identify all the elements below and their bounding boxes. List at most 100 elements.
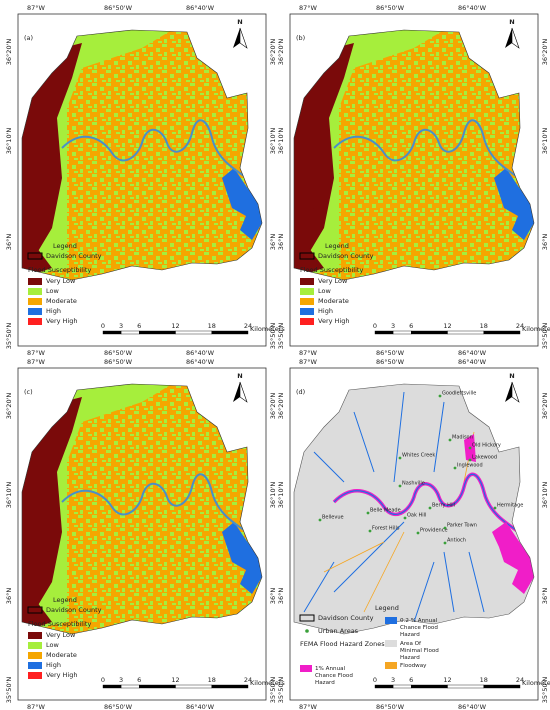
legend-label: Very Low: [46, 277, 76, 285]
latitude-label: 35°50'N: [277, 677, 285, 704]
legend-title: Legend: [53, 242, 77, 250]
scale-tick-label: 6: [137, 322, 141, 330]
latitude-label: 36°20'N: [269, 39, 277, 66]
scale-tick-label: 12: [443, 676, 451, 684]
scale-tick-label: 6: [409, 322, 413, 330]
scale-segment: [411, 684, 448, 689]
legend-swatch: [299, 614, 315, 622]
place-label: Providence: [420, 528, 448, 534]
place-label: Belle Meade: [370, 508, 401, 514]
scale-tick-label: 3: [119, 322, 123, 330]
map-panel: (b) 87°W 87°W 86°50'W 86°50'W 86°40'W 86°40'W 3…: [277, 4, 550, 357]
latitude-label: 36°10'N: [5, 128, 13, 155]
legend-swatch: [28, 318, 42, 325]
urban-marker: [366, 511, 370, 515]
scale-tick-label: 24: [516, 322, 524, 330]
urban-marker: [493, 506, 497, 510]
latitude-label: 36°20'N: [541, 393, 549, 420]
latitude-label: 36°N: [269, 234, 277, 251]
legend-label: Urban Areas: [318, 627, 359, 635]
place-label: Berry Hill: [432, 503, 455, 509]
legend-label: Moderate: [318, 297, 349, 305]
scale-segment: [483, 684, 521, 689]
scale-segment: [175, 330, 212, 335]
legend-swatch: [300, 278, 314, 285]
panel-label: (c): [24, 388, 33, 396]
urban-marker: [398, 456, 402, 460]
scale-tick-label: 0: [101, 676, 105, 684]
scale-segment: [447, 330, 484, 335]
legend-label: Davidson County: [46, 252, 102, 260]
legend-label: Very Low: [46, 631, 76, 639]
latitude-label: 36°N: [5, 588, 13, 605]
legend-swatch: [27, 252, 43, 260]
latitude-label: 35°50'N: [5, 677, 13, 704]
scale-segment: [120, 330, 140, 335]
longitude-label: 86°50'W: [104, 349, 133, 357]
legend-label: High: [46, 661, 61, 669]
latitude-label: 36°10'N: [277, 128, 285, 155]
place-label: Old Hickory: [472, 443, 501, 449]
longitude-label: 87°W: [27, 349, 46, 357]
legend-swatch: [28, 308, 42, 315]
place-label: Parker Town: [447, 523, 477, 529]
legend-swatch: [27, 606, 43, 614]
latitude-label: 36°20'N: [277, 39, 285, 66]
scale-segment: [483, 330, 521, 335]
legend-swatch: [28, 662, 42, 669]
scale-tick-label: 0: [101, 322, 105, 330]
longitude-label: 86°50'W: [104, 358, 133, 366]
place-label: Goodlettsville: [442, 391, 476, 397]
urban-marker: [398, 484, 402, 488]
latitude-label: 36°10'N: [541, 482, 549, 509]
legend-label: Very High: [46, 317, 77, 325]
scale-segment: [139, 684, 176, 689]
scale-segment: [102, 330, 122, 335]
longitude-label: 86°40'W: [186, 703, 215, 710]
scale-tick-label: 18: [480, 676, 488, 684]
urban-marker: [448, 438, 452, 442]
scale-tick-label: 24: [244, 322, 252, 330]
latitude-label: 36°10'N: [541, 128, 549, 155]
scale-tick-label: 3: [391, 676, 395, 684]
longitude-label: 86°40'W: [458, 358, 487, 366]
scale-segment: [175, 684, 212, 689]
scale-tick-label: 12: [171, 676, 179, 684]
place-label: Nashville: [402, 481, 425, 487]
scale-unit: Kilometers: [250, 325, 285, 333]
legend-swatch: [28, 278, 42, 285]
scale-tick-label: 18: [208, 676, 216, 684]
longitude-label: 87°W: [27, 4, 46, 12]
scale-segment: [211, 684, 249, 689]
legend-label: Floodway: [400, 663, 427, 669]
legend-label: Moderate: [46, 297, 77, 305]
longitude-label: 86°40'W: [186, 349, 215, 357]
place-label: Bellevue: [322, 515, 344, 521]
latitude-label: 36°20'N: [5, 39, 13, 66]
legend-title: Legend: [325, 242, 349, 250]
north-arrow: [511, 381, 520, 403]
urban-marker: [453, 466, 457, 470]
latitude-label: 36°N: [277, 588, 285, 605]
legend-heading: Flood Susceptibility: [28, 266, 91, 274]
north-arrow: [505, 28, 512, 48]
legend-swatch: [28, 288, 42, 295]
north-arrow: [505, 382, 512, 402]
legend-label: Very High: [318, 317, 349, 325]
place-label: Antioch: [447, 538, 466, 544]
legend-title: Legend: [53, 596, 77, 604]
scale-tick-label: 18: [480, 322, 488, 330]
legend-label: Very High: [46, 671, 77, 679]
scale-segment: [211, 330, 249, 335]
latitude-label: 36°N: [269, 588, 277, 605]
legend-title: Legend: [375, 604, 399, 612]
scale-tick-label: 24: [516, 676, 524, 684]
scale-tick-label: 3: [391, 322, 395, 330]
scale-tick-label: 6: [409, 676, 413, 684]
panel-label: (b): [296, 34, 305, 42]
scale-unit: Kilometers: [522, 679, 550, 687]
scale-tick-label: 24: [244, 676, 252, 684]
legend-label: High: [46, 307, 61, 315]
longitude-label: 86°40'W: [458, 4, 487, 12]
legend-swatch: [28, 298, 42, 305]
